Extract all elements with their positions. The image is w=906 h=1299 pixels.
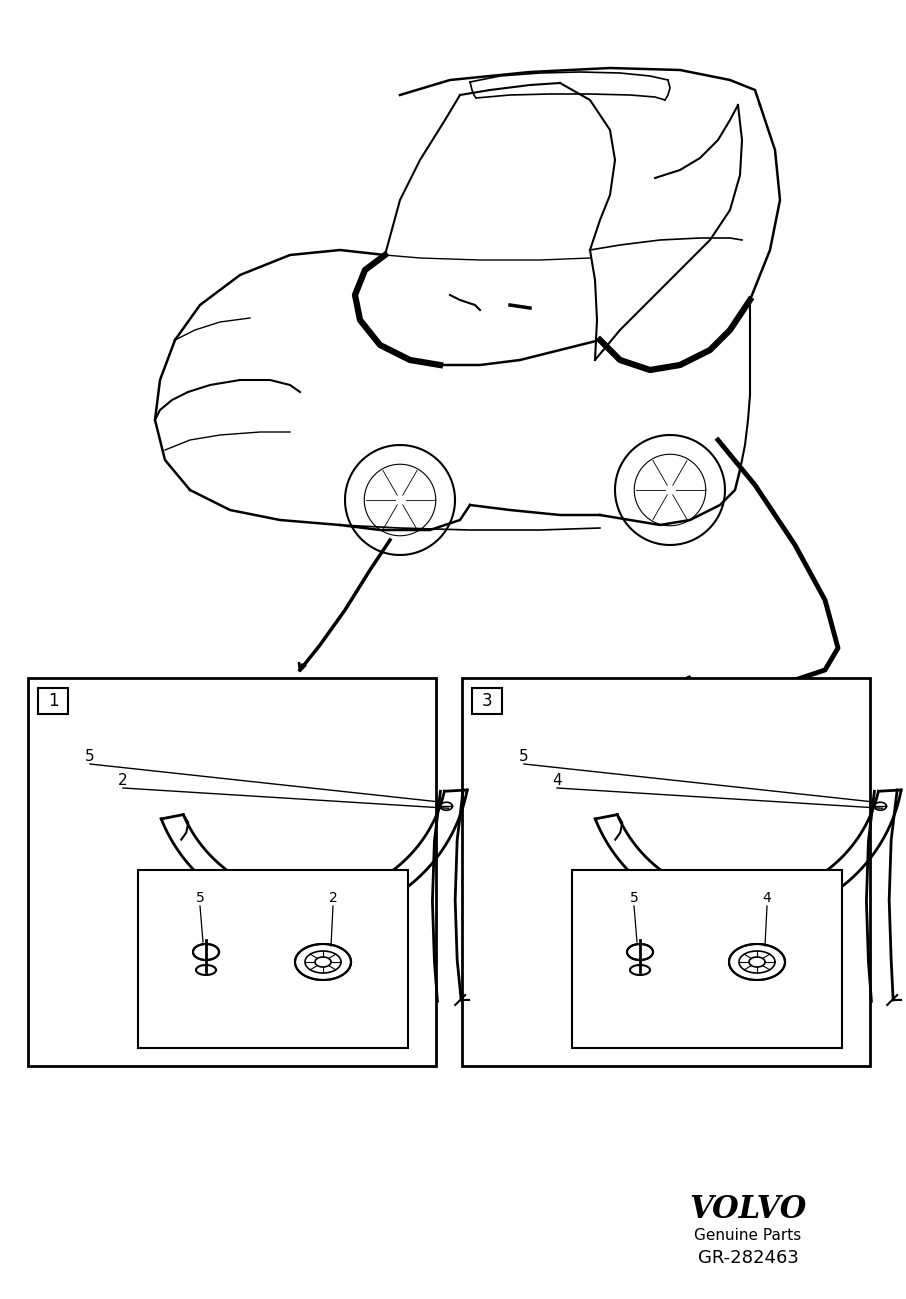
Polygon shape <box>749 957 765 966</box>
Polygon shape <box>627 944 653 960</box>
Polygon shape <box>315 957 331 966</box>
Bar <box>38 688 68 714</box>
Text: 5: 5 <box>630 891 639 905</box>
Text: 3: 3 <box>482 692 492 711</box>
Text: Genuine Parts: Genuine Parts <box>694 1228 802 1243</box>
Bar <box>138 870 408 1048</box>
Bar <box>472 688 502 714</box>
Bar <box>28 678 436 1066</box>
Text: 5: 5 <box>85 748 95 764</box>
Text: 2: 2 <box>118 773 128 787</box>
Bar <box>462 678 870 1066</box>
Text: VOLVO: VOLVO <box>689 1195 806 1225</box>
Text: 4: 4 <box>763 891 771 905</box>
Text: 1: 1 <box>48 692 58 711</box>
Text: 2: 2 <box>329 891 337 905</box>
Polygon shape <box>295 944 351 979</box>
Polygon shape <box>193 944 219 960</box>
Bar <box>572 870 842 1048</box>
Text: 5: 5 <box>519 748 529 764</box>
Text: 5: 5 <box>196 891 205 905</box>
Text: GR-282463: GR-282463 <box>698 1250 798 1267</box>
Polygon shape <box>729 944 785 979</box>
Text: 4: 4 <box>552 773 562 787</box>
